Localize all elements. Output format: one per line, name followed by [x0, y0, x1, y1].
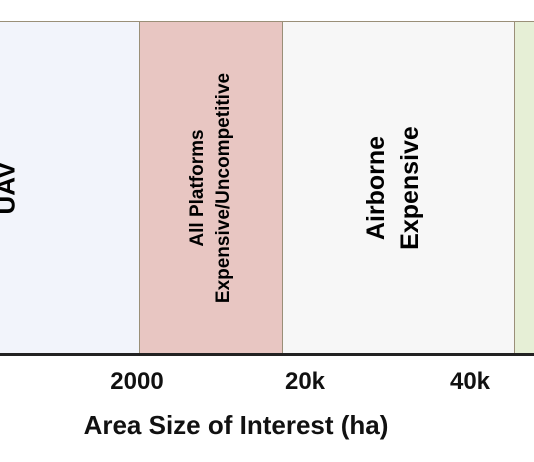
- airborne-line1: Airborne: [362, 135, 390, 240]
- tick-label-20k: 20k: [284, 368, 326, 395]
- axis-line: [0, 353, 534, 356]
- region-all-platforms: All Platforms Expensive/Uncompetitive: [139, 21, 283, 354]
- region-uav-label: UAV: [0, 161, 22, 214]
- region-airborne-label: Airborne Expensive: [359, 126, 427, 250]
- tick-label-2000: 2000: [110, 368, 164, 395]
- region-airborne: Airborne Expensive: [283, 21, 515, 354]
- tick-label-40k: 40k: [449, 368, 491, 395]
- region-uav: UAV: [0, 21, 139, 354]
- uav-label-text: UAV: [0, 161, 21, 214]
- all-platforms-line2: Expensive/Uncompetitive: [213, 72, 234, 303]
- all-platforms-line1: All Platforms: [187, 128, 208, 247]
- region-next-partial: [515, 21, 534, 354]
- axis-title: Area Size of Interest (ha): [83, 410, 389, 440]
- airborne-line2: Expensive: [396, 125, 424, 250]
- region-all-platforms-label: All Platforms Expensive/Uncompetitive: [185, 72, 237, 302]
